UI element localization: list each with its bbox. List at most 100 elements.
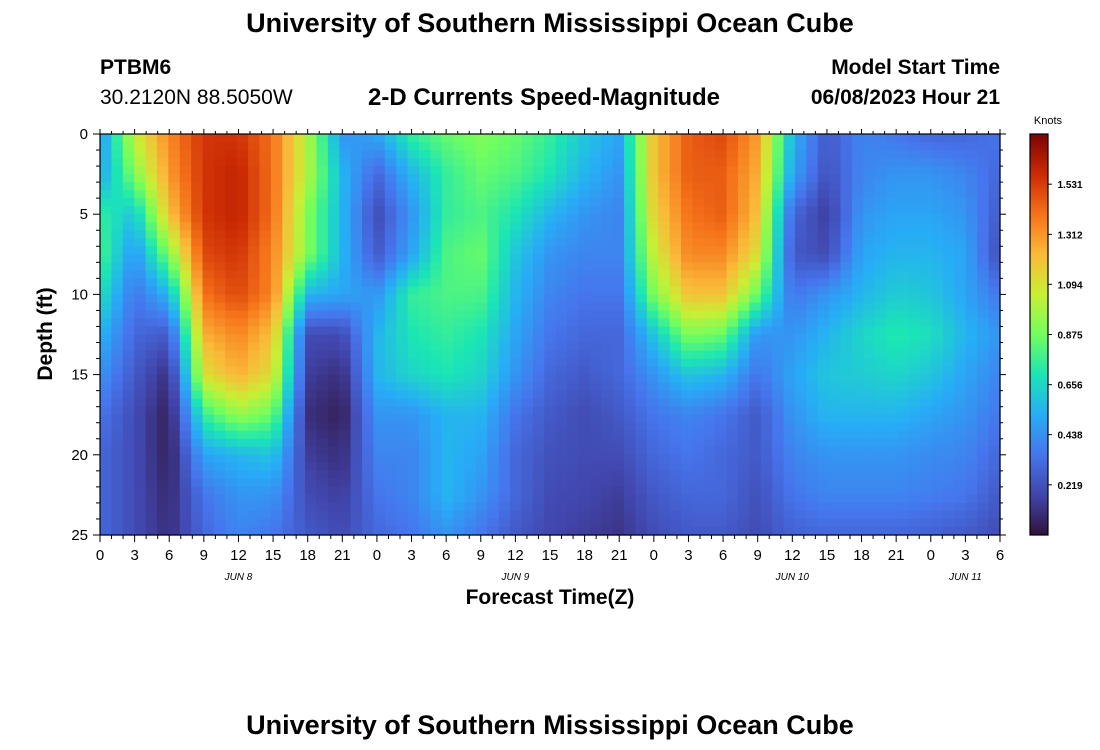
- heatmap-cell: [578, 198, 591, 207]
- heatmap-cell: [282, 374, 295, 384]
- heatmap-cell: [487, 334, 500, 344]
- heatmap-cell: [817, 526, 830, 536]
- heatmap-cell: [851, 382, 864, 392]
- heatmap-cell: [179, 382, 192, 392]
- heatmap-cell: [692, 446, 705, 456]
- heatmap-cell: [362, 222, 375, 231]
- heatmap-cell: [202, 438, 215, 448]
- heatmap-cell: [726, 390, 739, 400]
- heatmap-cell: [988, 350, 1001, 360]
- heatmap-cell: [396, 502, 409, 512]
- heatmap-cell: [624, 182, 637, 191]
- heatmap-cell: [521, 310, 534, 320]
- heatmap-cell: [270, 166, 283, 175]
- heatmap-cell: [829, 502, 842, 512]
- heatmap-cell: [122, 462, 135, 472]
- heatmap-cell: [715, 390, 728, 400]
- heatmap-cell: [567, 318, 580, 328]
- heatmap-cell: [327, 174, 340, 183]
- heatmap-cell: [760, 206, 773, 215]
- heatmap-cell: [578, 486, 591, 496]
- heatmap-cell: [555, 190, 568, 199]
- heatmap-cell: [726, 310, 739, 320]
- heatmap-cell: [168, 214, 181, 223]
- x-tick-label: 6: [442, 547, 450, 564]
- heatmap-cell: [635, 430, 648, 440]
- heatmap-cell: [589, 518, 602, 528]
- heatmap-cell: [270, 294, 283, 304]
- heatmap-cell: [817, 158, 830, 167]
- heatmap-cell: [954, 350, 967, 360]
- heatmap-cell: [863, 374, 876, 384]
- heatmap-cell: [464, 374, 477, 384]
- heatmap-cell: [567, 222, 580, 231]
- heatmap-cell: [567, 398, 580, 408]
- heatmap-cell: [225, 406, 238, 416]
- heatmap-cell: [863, 526, 876, 536]
- heatmap-cell: [988, 334, 1001, 344]
- heatmap-cell: [168, 222, 181, 231]
- heatmap-cell: [943, 302, 956, 312]
- heatmap-cell: [851, 214, 864, 223]
- heatmap-cell: [339, 222, 352, 231]
- heatmap-cell: [931, 374, 944, 384]
- heatmap-cell: [589, 454, 602, 464]
- heatmap-cell: [589, 462, 602, 472]
- heatmap-cell: [908, 438, 921, 448]
- heatmap-cell: [396, 142, 409, 151]
- heatmap-cell: [977, 390, 990, 400]
- heatmap-cell: [578, 238, 591, 247]
- heatmap-cell: [236, 502, 249, 512]
- heatmap-cell: [977, 230, 990, 239]
- heatmap-cell: [464, 318, 477, 328]
- heatmap-cell: [760, 222, 773, 231]
- heatmap-cell: [202, 190, 215, 199]
- heatmap-cell: [532, 518, 545, 528]
- heatmap-cell: [544, 294, 557, 304]
- heatmap-cell: [327, 454, 340, 464]
- heatmap-cell: [111, 294, 124, 304]
- heatmap-cell: [681, 526, 693, 536]
- heatmap-cell: [589, 174, 602, 183]
- heatmap-cell: [726, 382, 739, 392]
- heatmap-cell: [487, 478, 500, 488]
- heatmap-cell: [248, 198, 261, 207]
- heatmap-cell: [965, 462, 978, 472]
- heatmap-cell: [760, 494, 773, 504]
- heatmap-cell: [578, 182, 591, 191]
- heatmap-cell: [168, 446, 181, 456]
- heatmap-cell: [783, 470, 796, 480]
- heatmap-cell: [669, 222, 682, 231]
- heatmap-cell: [589, 134, 602, 143]
- heatmap-cell: [407, 494, 420, 504]
- heatmap-cell: [350, 262, 363, 271]
- heatmap-cell: [931, 198, 944, 207]
- heatmap-cell: [749, 390, 762, 400]
- heatmap-cell: [669, 294, 682, 304]
- heatmap-cell: [510, 398, 523, 408]
- heatmap-cell: [863, 446, 876, 456]
- heatmap-cell: [658, 190, 671, 199]
- heatmap-cell: [339, 486, 352, 496]
- heatmap-cell: [100, 166, 112, 175]
- heatmap-cell: [737, 398, 750, 408]
- heatmap-cell: [270, 462, 283, 472]
- heatmap-cell: [715, 478, 728, 488]
- heatmap-cell: [521, 166, 534, 175]
- x-tick-label: 15: [542, 547, 559, 564]
- heatmap-cell: [396, 438, 409, 448]
- heatmap-cell: [760, 142, 773, 151]
- heatmap-cell: [886, 214, 899, 223]
- heatmap-cell: [658, 238, 671, 247]
- heatmap-cell: [191, 366, 204, 376]
- heatmap-cell: [578, 430, 591, 440]
- heatmap-cell: [191, 374, 204, 384]
- heatmap-cell: [259, 486, 272, 496]
- heatmap-cell: [100, 134, 112, 143]
- heatmap-cell: [977, 518, 990, 528]
- x-axis-label: Forecast Time(Z): [466, 586, 635, 609]
- heatmap-cell: [100, 182, 112, 191]
- heatmap-cell: [384, 238, 397, 247]
- heatmap-cell: [715, 358, 728, 368]
- heatmap-cell: [521, 270, 534, 279]
